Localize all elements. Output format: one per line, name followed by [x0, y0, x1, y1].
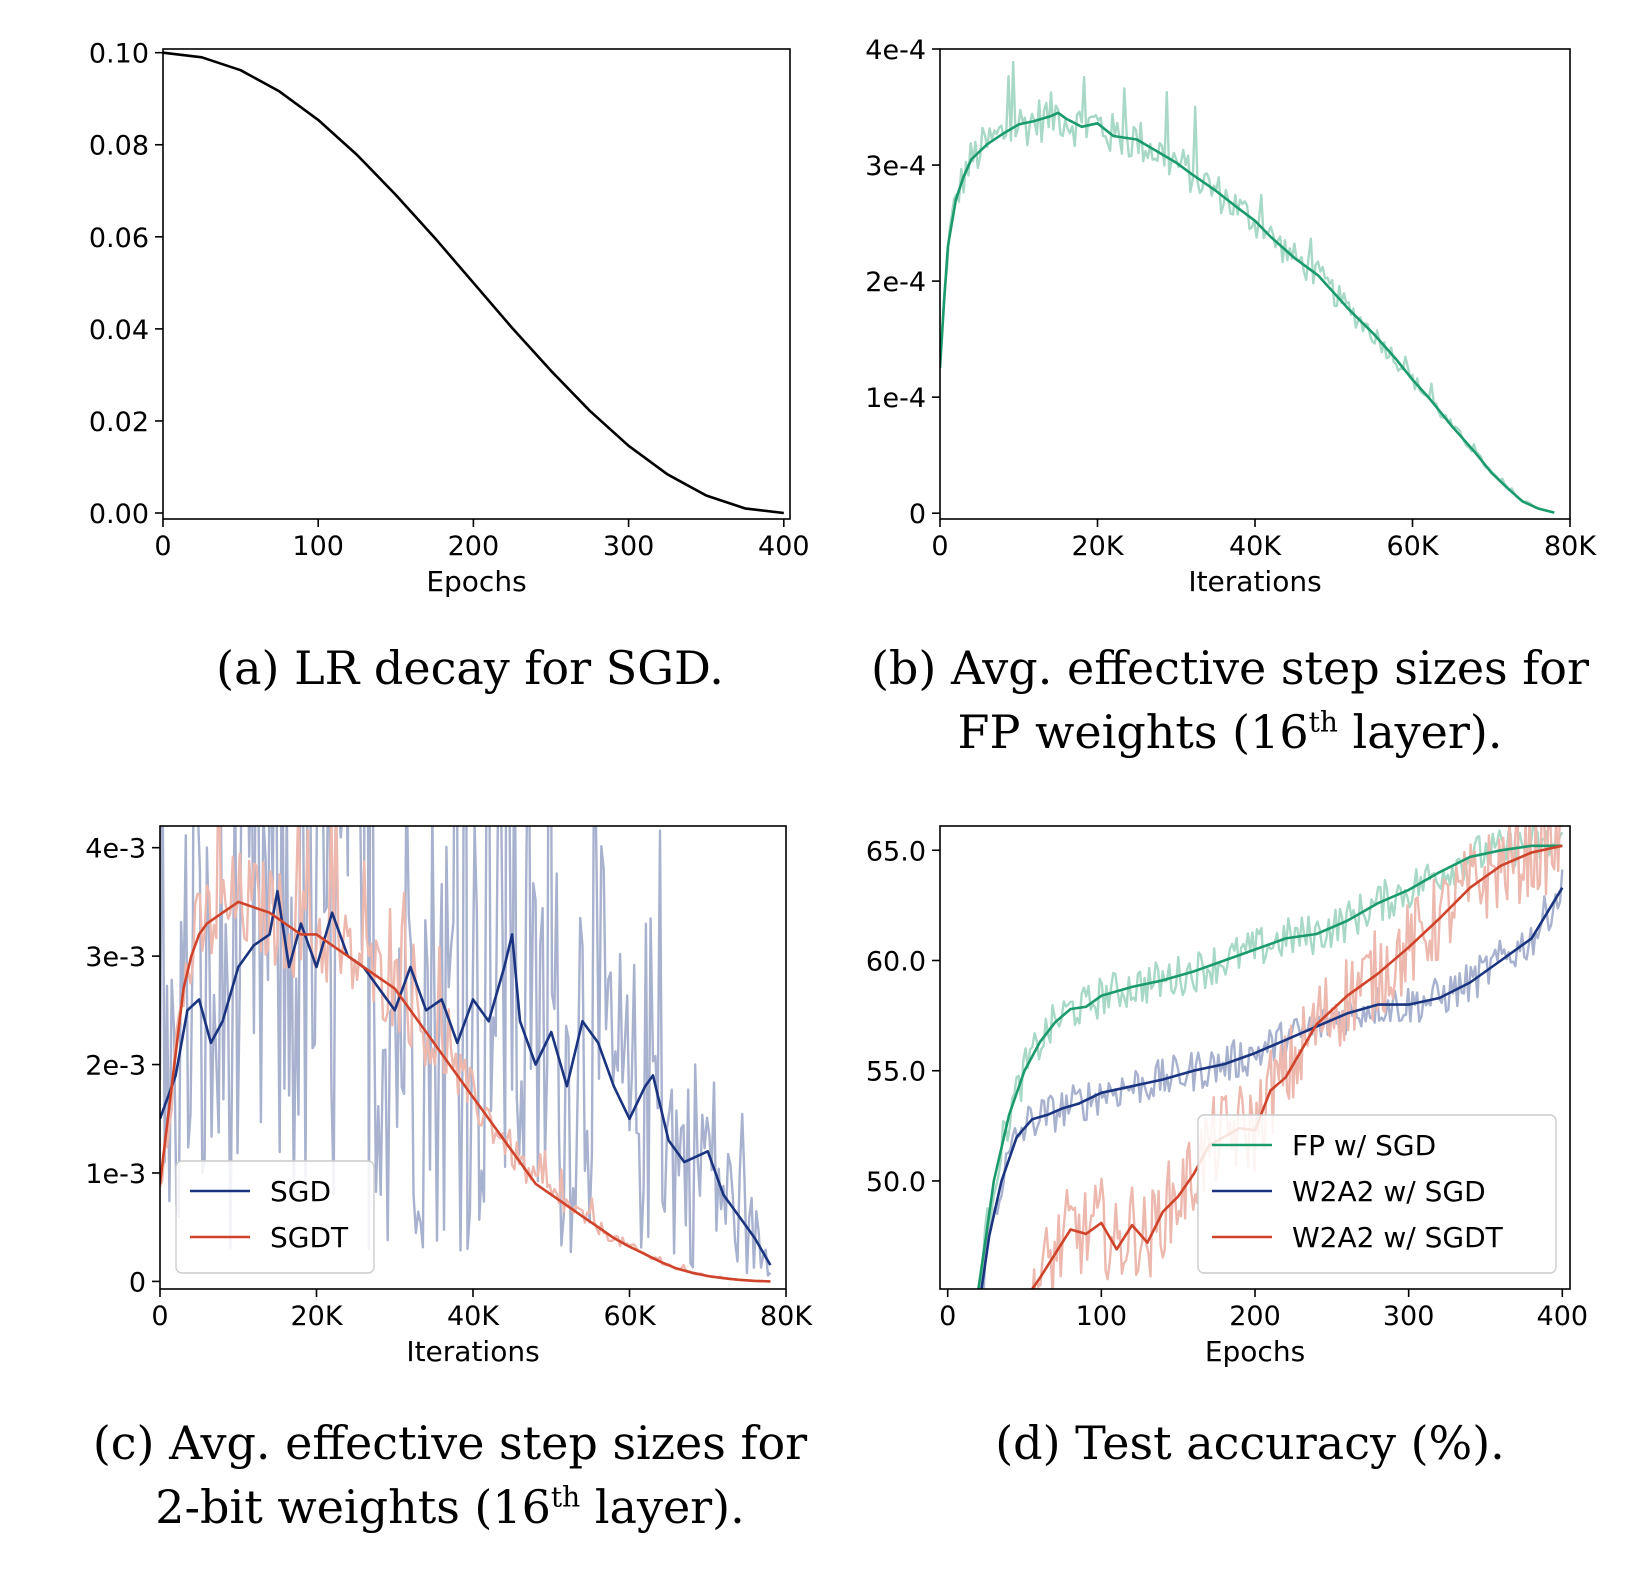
legend-label-w2a2-w-sgd: W2A2 w/ SGD: [1292, 1175, 1486, 1208]
y-tick-label: 60.0: [866, 946, 926, 977]
legend: FP w/ SGD W2A2 w/ SGD W2A2 w/ SGDT: [1197, 1114, 1557, 1274]
caption-a: (a) LR decay for SGD.: [80, 636, 860, 700]
axes-frame: [162, 48, 791, 520]
y-tick-label: 0.02: [89, 407, 149, 438]
x-axis-label: Epochs: [1205, 1335, 1305, 1368]
legend-label-fp-w-sgd: FP w/ SGD: [1292, 1129, 1436, 1162]
x-tick-label: 20K: [1071, 531, 1124, 562]
x-axis-label: Iterations: [1188, 565, 1321, 598]
caption-c-line2: 2-bit weights (16th layer).: [155, 1480, 745, 1534]
y-tick-label: 3e-4: [865, 151, 926, 182]
raw-trace-sgd: [160, 826, 772, 1277]
panel-c-chart: 0 20K 40K 60K 80K 0 1e-3 2e-3 3e-3 4e-3 Iterations…: [85, 825, 813, 1368]
panel-b-chart: 0 20K 40K 60K 80K 0 1e-4 2e-4 3e-4 4e-4 Iterations: [865, 35, 1597, 598]
series-line-sgdt: [160, 900, 771, 1283]
series-line-series-0: [940, 111, 1555, 514]
x-tick-label: 0: [931, 531, 948, 562]
panel-d-chart: 0 100 200 300 400 50.0 55.0 60.0 65.0 Epochs FP w/…: [866, 825, 1589, 1368]
x-tick-label: 60K: [1386, 531, 1439, 562]
y-tick-label: 3e-3: [85, 942, 146, 973]
caption-b-line1: (b) Avg. effective step sizes for: [870, 641, 1589, 695]
x-tick-label: 300: [603, 531, 655, 562]
x-tick-label: 400: [1537, 1301, 1589, 1332]
plot-area: [163, 51, 784, 515]
caption-c: (c) Avg. effective step sizes for 2-bit …: [40, 1411, 860, 1539]
series-line-series-0: [163, 51, 784, 515]
x-axis-label: Epochs: [426, 565, 526, 598]
y-tick-label: 4e-4: [865, 35, 926, 66]
series-line-fp-w-sgd: [977, 844, 1563, 1289]
x-tick-label: 0: [151, 1301, 168, 1332]
y-tick-label: 0.06: [89, 223, 149, 254]
caption-d: (d) Test accuracy (%).: [900, 1411, 1600, 1475]
legend-box: [1197, 1114, 1557, 1274]
caption-c-line1: (c) Avg. effective step sizes for: [92, 1416, 808, 1470]
caption-b-line2: FP weights (16th layer).: [957, 705, 1503, 759]
x-tick-label: 80K: [760, 1301, 813, 1332]
y-tick-label: 2e-4: [865, 267, 926, 298]
caption-d-text: (d) Test accuracy (%).: [995, 1416, 1505, 1470]
legend: SGD SGDT: [175, 1160, 375, 1274]
plot-area: [160, 826, 772, 1283]
x-tick-label: 400: [758, 531, 810, 562]
caption-a-text: (a) LR decay for SGD.: [216, 641, 724, 695]
y-tick-label: 2e-3: [85, 1051, 146, 1082]
x-tick-label: 0: [154, 531, 171, 562]
y-tick-label: 0.10: [89, 39, 149, 70]
caption-b: (b) Avg. effective step sizes for FP wei…: [830, 636, 1630, 764]
plot-area: [940, 60, 1555, 514]
legend-label-sgdt: SGDT: [270, 1221, 349, 1254]
x-tick-label: 60K: [603, 1301, 656, 1332]
y-tick-label: 1e-3: [85, 1159, 146, 1190]
x-tick-label: 200: [1229, 1301, 1281, 1332]
y-tick-label: 50.0: [866, 1167, 926, 1198]
series-line-sgd: [160, 889, 772, 1266]
y-tick-label: 0: [129, 1267, 146, 1298]
x-tick-label: 40K: [1229, 531, 1282, 562]
legend-box: [175, 1160, 375, 1274]
x-tick-label: 40K: [447, 1301, 500, 1332]
raw-trace-fp-w-sgd: [977, 826, 1564, 1289]
x-tick-label: 300: [1383, 1301, 1435, 1332]
legend-label-sgd: SGD: [270, 1175, 331, 1208]
y-tick-label: 0.00: [89, 499, 149, 530]
x-tick-label: 100: [292, 531, 344, 562]
y-tick-label: 0.08: [89, 131, 149, 162]
legend-label-w2a2-w-sgdt: W2A2 w/ SGDT: [1292, 1221, 1504, 1254]
series-line-w2a2-w-sgd: [980, 887, 1564, 1289]
x-axis-label: Iterations: [406, 1335, 539, 1368]
y-tick-label: 65.0: [866, 836, 926, 867]
x-tick-label: 100: [1076, 1301, 1128, 1332]
x-tick-label: 80K: [1544, 531, 1597, 562]
panel-a-chart: 0 100 200 300 400 0.00 0.02 0.04 0.06 0.08 0.10 Epo…: [89, 39, 810, 598]
x-tick-label: 200: [448, 531, 500, 562]
raw-trace-w2a2-w-sgd: [982, 869, 1564, 1289]
y-tick-label: 4e-3: [85, 834, 146, 865]
y-tick-label: 55.0: [866, 1057, 926, 1088]
y-tick-label: 0.04: [89, 315, 149, 346]
y-tick-label: 0: [909, 499, 926, 530]
y-tick-label: 1e-4: [865, 383, 926, 414]
raw-trace-series: [940, 60, 1555, 514]
x-tick-label: 0: [939, 1301, 956, 1332]
x-tick-label: 20K: [290, 1301, 343, 1332]
